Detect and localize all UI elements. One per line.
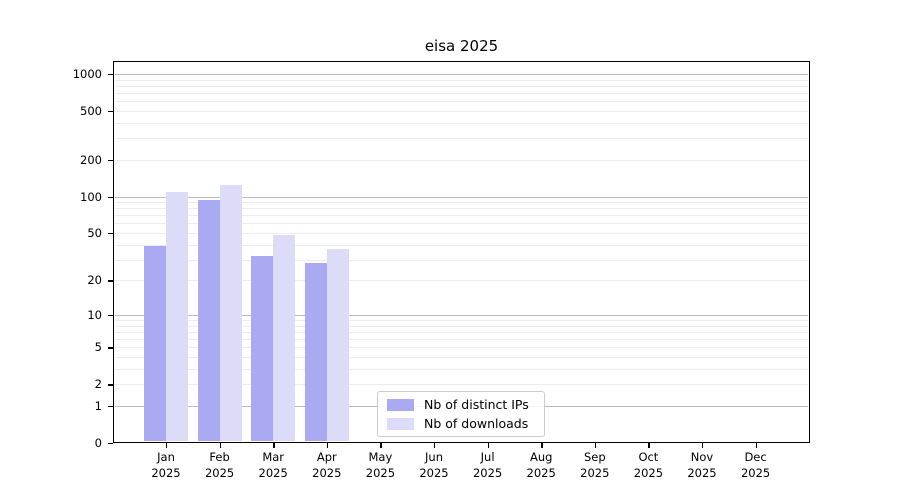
minor-gridline [115, 208, 808, 210]
y-tickmark [108, 159, 113, 162]
major-gridline [115, 314, 808, 317]
minor-gridline [115, 111, 808, 112]
bar-nb-of-downloads-mar-2025 [273, 235, 296, 442]
x-tick-label: Nov 2025 [687, 450, 717, 480]
bar-nb-of-downloads-jan-2025 [166, 192, 188, 442]
x-tickmark [541, 443, 543, 448]
minor-gridline [115, 215, 808, 217]
minor-gridline [115, 320, 808, 321]
major-gridline [115, 196, 808, 198]
y-tick-label: 10 [87, 307, 102, 322]
minor-gridline [115, 93, 808, 94]
x-tickmark [434, 443, 436, 448]
x-tickmark [166, 443, 168, 448]
minor-gridline [115, 233, 808, 234]
x-tickmark [326, 443, 329, 448]
x-tickmark [219, 443, 221, 448]
y-tickmark [108, 280, 113, 282]
y-tick-label: 20 [87, 273, 102, 288]
x-tickmark [702, 443, 704, 448]
minor-gridline [115, 101, 808, 103]
x-tick-label: Apr 2025 [312, 450, 342, 480]
minor-gridline [115, 357, 808, 358]
minor-gridline [115, 331, 808, 333]
minor-gridline [115, 259, 808, 261]
minor-gridline [115, 85, 808, 87]
minor-gridline [115, 122, 808, 124]
y-tick-label: 2 [94, 377, 102, 392]
y-tick-label: 5 [94, 340, 102, 355]
y-tickmark [108, 196, 113, 198]
y-tick-label: 1000 [72, 67, 102, 81]
x-tick-label: Sep 2025 [580, 450, 610, 480]
y-tick-label: 50 [87, 226, 102, 240]
minor-gridline [115, 280, 808, 282]
minor-gridline [115, 244, 808, 246]
y-tick-label: 500 [80, 104, 102, 118]
bar-nb-of-distinct-ips-feb-2025 [197, 200, 220, 442]
minor-gridline [115, 159, 808, 161]
y-tickmark [108, 314, 113, 317]
minor-gridline [115, 339, 808, 341]
minor-gridline [115, 79, 808, 81]
x-tick-label: Oct 2025 [633, 450, 664, 480]
x-tickmark [755, 443, 757, 448]
minor-gridline [115, 202, 808, 204]
minor-gridline [115, 369, 808, 370]
y-tickmark [108, 233, 113, 235]
bar-nb-of-downloads-feb-2025 [219, 184, 242, 442]
x-tick-label: Feb 2025 [204, 450, 235, 480]
bar-nb-of-distinct-ips-jan-2025 [144, 246, 166, 442]
x-tick-label: Aug 2025 [526, 450, 556, 480]
y-tickmark [108, 384, 113, 386]
legend: Nb of distinct IPs Nb of downloads [377, 391, 545, 437]
y-tickmark [108, 406, 113, 408]
x-tickmark [487, 443, 489, 448]
y-tick-label: 0 [94, 436, 102, 450]
y-tickmark [108, 347, 113, 349]
minor-gridline [115, 138, 808, 140]
x-tick-label: Dec 2025 [740, 450, 771, 480]
legend-swatch-downloads [387, 417, 414, 430]
minor-gridline [115, 223, 808, 225]
x-tickmark [273, 443, 275, 448]
bar-nb-of-downloads-apr-2025 [326, 248, 349, 442]
legend-item-downloads: Nb of downloads [387, 417, 535, 430]
bar-nb-of-distinct-ips-mar-2025 [251, 256, 274, 442]
minor-gridline [115, 384, 808, 386]
y-tickmark [108, 74, 113, 76]
major-gridline [115, 74, 808, 76]
x-tickmark [648, 443, 650, 448]
y-tickmark [108, 443, 113, 445]
minor-gridline [115, 347, 808, 349]
y-tick-label: 100 [80, 189, 102, 204]
legend-swatch-distinct-ips [387, 398, 414, 411]
x-tickmark [380, 443, 382, 448]
legend-label-distinct-ips: Nb of distinct IPs [424, 397, 529, 412]
legend-label-downloads: Nb of downloads [424, 416, 529, 431]
y-tickmark [108, 111, 113, 113]
x-tick-label: May 2025 [365, 450, 396, 480]
x-tick-label: Jul 2025 [472, 450, 503, 480]
minor-gridline [115, 325, 808, 327]
bar-nb-of-distinct-ips-apr-2025 [304, 263, 327, 442]
legend-item-distinct-ips: Nb of distinct IPs [387, 398, 535, 411]
x-tickmark [594, 443, 597, 448]
chart-title: eisa 2025 [424, 37, 499, 55]
y-tick-label: 1 [94, 399, 102, 413]
x-tick-label: Jan 2025 [151, 450, 181, 480]
y-tick-label: 200 [80, 152, 102, 167]
x-tick-label: Jun 2025 [419, 450, 449, 480]
x-tick-label: Mar 2025 [258, 450, 288, 480]
